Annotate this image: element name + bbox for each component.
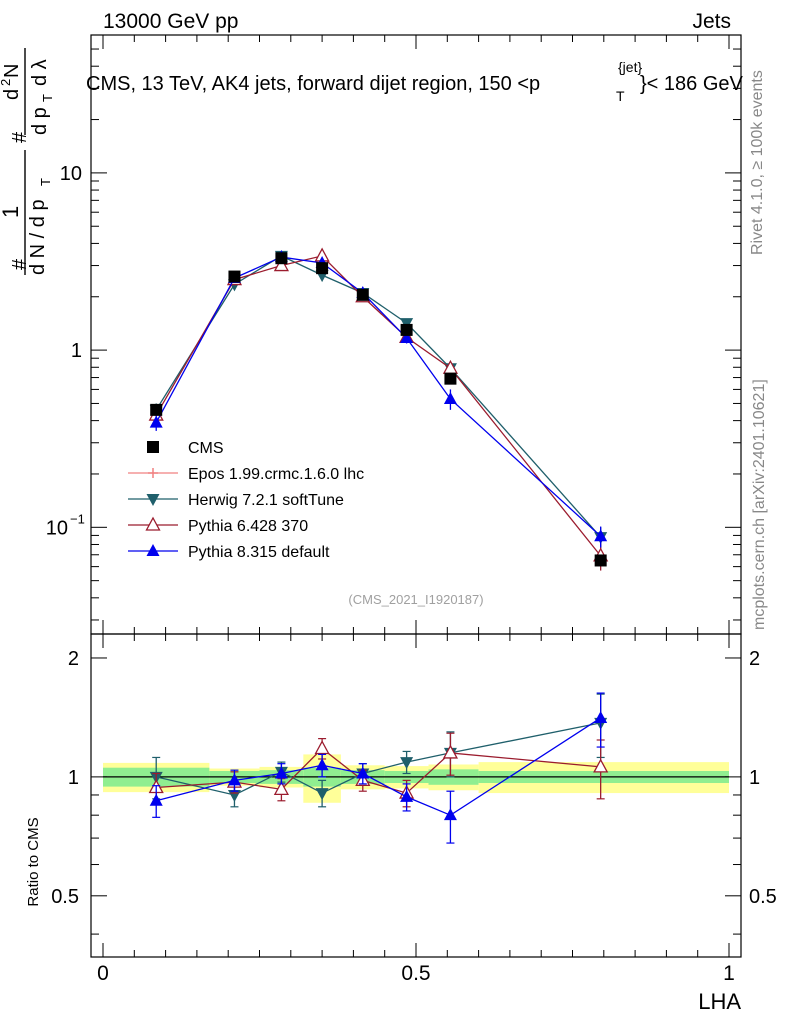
y-label-den: d N / d p [27,199,49,275]
ratio-y-tick-label-right: 2 [749,648,760,670]
series-line-pythia6 [155,255,602,557]
legend-item-epos: Epos 1.99.crmc.1.6.0 lhc [128,466,364,483]
point-cms-6 [444,372,457,385]
ratio-point-pythia8-2 [274,766,288,779]
ratio-point-pythia8-5 [400,789,414,802]
x-tick-label: 0.5 [401,962,430,985]
title-part2: }< 186 GeV [640,73,744,95]
point-pythia8-7 [594,529,608,542]
plot-title: CMS, 13 TeV, AK4 jets, forward dijet reg… [86,59,744,104]
point-pythia6-2 [273,257,290,272]
ratio-point-pythia8-1 [227,773,241,786]
uncertainty-bands [103,754,729,803]
data-marks [148,247,609,844]
ratio-point-pythia6-3 [314,740,330,755]
header-left: 13000 GeV pp [103,10,238,33]
legend-label-pythia6: Pythia 6.428 370 [188,518,308,535]
ratio-point-pythia8-6 [443,808,457,821]
ratio-line-herwig [156,722,601,796]
legend-item-pythia6: Pythia 6.428 370 [128,516,308,535]
ratio-frame [90,633,742,958]
legend-marker-epos [148,468,158,478]
ratio-series-pythia8 [149,692,608,844]
point-cms-0 [150,403,163,416]
legend-label-epos: Epos 1.99.crmc.1.6.0 lhc [188,466,364,483]
point-cms-7 [594,554,607,567]
y-label-den-sub: T [38,178,53,186]
y-tick-label: 10 [60,163,82,185]
legend-marker-cms [147,441,159,453]
point-cms-4 [356,288,369,301]
y-axis-label-top: # 1 d N / d p T # d 2 N d p T d λ [0,48,55,275]
mcplots-label: mcplots.cern.ch [arXiv:2401.10621] [751,379,768,630]
series-line-herwig [155,255,602,538]
legend-label-pythia8: Pythia 8.315 default [188,544,330,561]
y-label-den2: d p [29,107,51,135]
legend-marker-herwig [146,494,160,506]
analysis-tag: (CMS_2021_I1920187) [348,592,483,607]
ratio-line-pythia8 [156,717,602,816]
ratio-point-pythia8-3 [315,758,329,771]
legend-marker-pythia8 [146,544,160,556]
legend-item-cms: CMS [147,440,224,457]
ratio-y-tick-label-right: 0.5 [749,886,777,908]
ratio-point-pythia8-4 [356,766,370,779]
y-label-den2-sub: T [40,94,55,102]
title-sup: {jet} [618,59,642,75]
ratio-point-pythia6-2 [273,780,290,795]
header-right: Jets [692,10,731,33]
ratio-y-tick-label: 0.5 [51,886,79,908]
x-tick-label: 1 [723,962,735,985]
legend: CMS Epos 1.99.crmc.1.6.0 lhc Herwig 7.2.1 … [128,440,364,561]
legend-label-herwig: Herwig 7.2.1 softTune [188,492,344,509]
y-tick-label: 10 [46,517,68,539]
legend-item-herwig: Herwig 7.2.1 softTune [128,492,344,509]
ratio-y-tick-label: 2 [68,648,79,670]
point-pythia8-5 [400,331,414,344]
point-pythia8-0 [149,415,163,428]
title-sub: T [616,88,625,104]
x-tick-label: 0 [97,962,109,985]
rivet-label: Rivet 4.1.0, ≥ 100k events [749,70,766,255]
point-pythia8-6 [443,391,457,404]
y-label-one: 1 [0,206,23,218]
y-label-num: d [1,89,23,100]
point-cms-3 [316,262,329,275]
series-cms [150,252,607,567]
legend-item-pythia8: Pythia 8.315 default [128,544,330,561]
y-tick-label: 1 [71,340,82,362]
ratio-point-herwig-5 [400,757,414,770]
y-label-den2-tail: d λ [29,59,51,86]
ratio-point-pythia6-6 [442,744,459,759]
y-label-num-n: N [1,64,23,78]
ratio-point-pythia6-7 [593,758,609,773]
point-cms-2 [275,252,288,265]
y-label-hash2: # [9,131,31,143]
y-axis-label-bottom: Ratio to CMS [25,817,42,906]
title-part1: CMS, 13 TeV, AK4 jets, forward dijet reg… [86,73,540,95]
y-tick-label-exp: −1 [70,511,85,526]
x-axis-label: LHA [698,989,741,1014]
ratio-y-tick-label-right: 1 [749,767,760,789]
ratio-point-pythia8-7 [594,710,608,723]
legend-marker-pythia6 [145,516,161,531]
ratio-y-tick-label: 1 [68,767,79,789]
y-label-num-sup: 2 [0,79,13,86]
ratio-line-pythia6 [156,747,601,794]
ratio-point-herwig-3 [315,788,329,801]
legend-label-cms: CMS [188,440,224,457]
series-line-pythia8 [155,256,602,537]
point-cms-5 [400,323,413,336]
ratio-point-pythia8-0 [149,793,163,806]
point-cms-1 [228,270,241,283]
